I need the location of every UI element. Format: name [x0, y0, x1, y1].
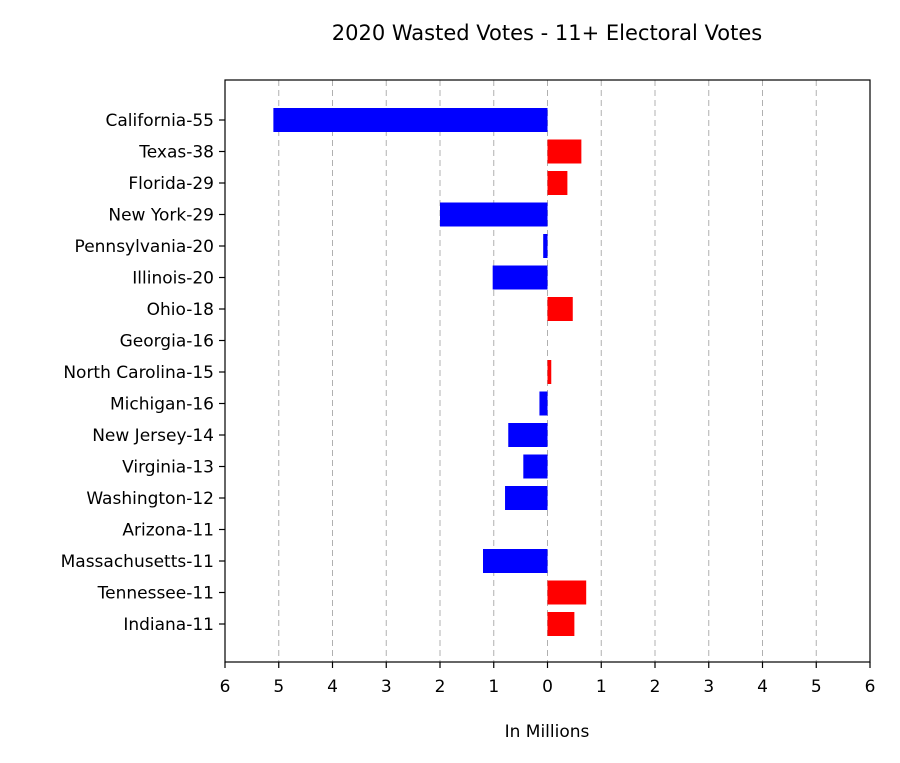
- y-tick-label: New York-29: [108, 206, 214, 226]
- bar-north-carolina-15: [547, 360, 552, 384]
- y-tick-label: Washington-12: [86, 489, 214, 509]
- bar-washington-12: [505, 486, 548, 510]
- y-tick-label: Massachusetts-11: [61, 552, 214, 572]
- bar-indiana-11: [547, 612, 575, 636]
- x-tick-label: 4: [327, 677, 338, 697]
- x-tick-label: 5: [811, 677, 822, 697]
- bar-virginia-13: [523, 454, 548, 479]
- y-tick-label: Michigan-16: [110, 395, 214, 415]
- bar-ohio-18: [547, 297, 573, 321]
- x-tick-label: 2: [650, 677, 661, 697]
- bar-texas-38: [547, 139, 582, 164]
- bar-pennsylvania-20: [543, 234, 548, 258]
- bar-new-jersey-14: [508, 423, 548, 447]
- y-tick-label: North Carolina-15: [63, 363, 214, 383]
- y-tick-label: Georgia-16: [120, 332, 214, 352]
- bar-new-york-29: [440, 202, 548, 227]
- y-tick-label: Arizona-11: [122, 521, 214, 541]
- bar-tennessee-11: [547, 580, 587, 605]
- x-tick-label: 1: [488, 677, 499, 697]
- x-tick-label: 0: [542, 677, 553, 697]
- y-tick-layer: California-55 Texas-38 Florida-29 New York-…: [61, 111, 225, 635]
- x-tick-label: 6: [865, 677, 876, 697]
- x-axis-label: In Millions: [505, 722, 590, 742]
- chart-title: 2020 Wasted Votes - 11+ Electoral Votes: [332, 21, 762, 45]
- bar-massachusetts-11: [483, 549, 548, 573]
- x-tick-label: 3: [703, 677, 714, 697]
- y-tick-label: Ohio-18: [147, 300, 214, 320]
- bar-california-55: [273, 108, 548, 132]
- x-tick-label: 4: [757, 677, 768, 697]
- x-tick-layer: 6 5 4 3 2 1 0 1 2 3 4 5 6: [220, 662, 876, 697]
- y-tick-label: New Jersey-14: [92, 426, 214, 446]
- x-tick-label: 3: [381, 677, 392, 697]
- bar-illinois-20: [492, 265, 548, 290]
- x-tick-label: 2: [435, 677, 446, 697]
- y-tick-label: Illinois-20: [132, 269, 214, 289]
- y-tick-label: Tennessee-11: [97, 584, 214, 604]
- y-tick-label: Virginia-13: [122, 458, 214, 478]
- x-tick-label: 6: [220, 677, 231, 697]
- y-tick-label: Indiana-11: [123, 615, 214, 635]
- y-tick-label: Texas-38: [138, 143, 214, 163]
- y-tick-label: California-55: [106, 111, 215, 131]
- bar-layer: [273, 108, 587, 636]
- x-tick-label: 5: [273, 677, 284, 697]
- y-tick-label: Florida-29: [128, 174, 214, 194]
- y-tick-label: Pennsylvania-20: [75, 237, 214, 257]
- x-tick-label: 1: [596, 677, 607, 697]
- bar-florida-29: [547, 171, 568, 195]
- bar-michigan-16: [539, 391, 548, 416]
